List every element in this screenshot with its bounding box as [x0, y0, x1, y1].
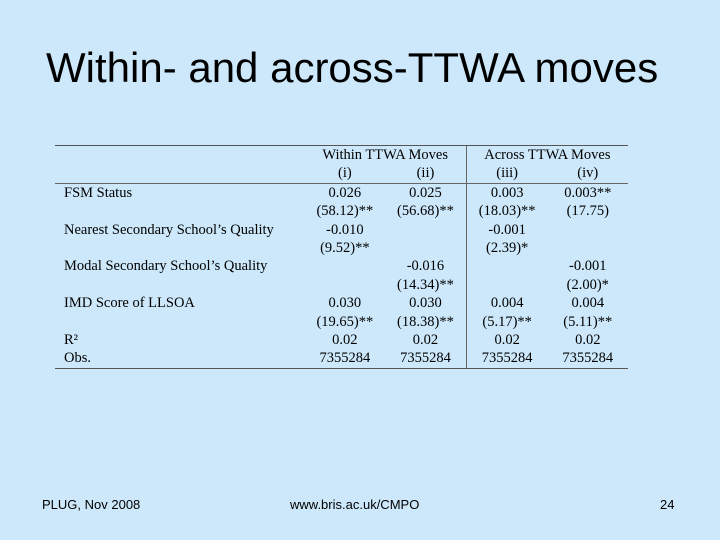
- table-cell: (18.38)**: [397, 313, 454, 330]
- table-cell: 0.02: [412, 332, 439, 349]
- regression-table-grid: Within TTWA Moves Across TTWA Moves (i) …: [55, 146, 628, 368]
- row-label: R²: [64, 332, 79, 349]
- table-cell: 0.004: [571, 295, 605, 312]
- table-row: Modal Secondary School’s Quality -0.016 -0…: [55, 257, 628, 276]
- table-column-row: (i) (ii) (iii) (iv): [55, 164, 628, 184]
- row-label: Modal Secondary School’s Quality: [64, 258, 268, 275]
- table-row: (14.34)** (2.00)*: [55, 275, 628, 295]
- table-cell: (2.00)*: [566, 276, 609, 293]
- table-cell: 7355284: [465, 349, 548, 368]
- table-cell: 0.02: [575, 332, 601, 349]
- table-corner-cell: [55, 146, 305, 164]
- row-label: [55, 313, 305, 331]
- table-cell: (5.17)**: [465, 312, 548, 332]
- table-cell: 0.003: [465, 183, 548, 203]
- footer-url: www.bris.ac.uk/CMPO: [290, 497, 420, 512]
- table-cell: 7355284: [400, 350, 451, 367]
- column-header: (i): [304, 164, 386, 184]
- table-header-row: Within TTWA Moves Across TTWA Moves: [55, 146, 628, 165]
- table-cell: -0.010: [326, 221, 364, 238]
- table-cell: [305, 257, 386, 275]
- table-cell: [465, 275, 548, 295]
- table-cell: [385, 239, 466, 257]
- table-cell: [548, 239, 628, 257]
- row-label: [55, 276, 305, 294]
- row-label: Obs.: [64, 350, 91, 367]
- table-cell: (18.03)**: [465, 202, 548, 221]
- table-cell: -0.001: [569, 258, 607, 275]
- table-cell: (14.34)**: [397, 276, 454, 293]
- table-cell: (9.52)**: [320, 240, 370, 257]
- slide-number: 24: [660, 497, 675, 512]
- table-cell: 0.004: [465, 294, 548, 313]
- row-label: Nearest Secondary School’s Quality: [64, 221, 274, 238]
- table-cell: (2.39)*: [465, 239, 548, 258]
- table-body: FSM Status 0.026 0.025 0.003 0.003** (58.12)*…: [55, 183, 628, 368]
- table-cell: (5.11)**: [563, 313, 613, 330]
- footer-event: PLUG, Nov 2008: [42, 497, 141, 512]
- table-cell: -0.001: [465, 220, 548, 240]
- row-label: FSM Status: [64, 184, 133, 201]
- regression-table: Within TTWA Moves Across TTWA Moves (i) …: [55, 145, 628, 369]
- table-row: IMD Score of LLSOA 0.030 0.030 0.004 0.004: [55, 294, 628, 313]
- table-cell: 7355284: [562, 350, 614, 367]
- table-row: (9.52)** (2.39)*: [55, 239, 628, 258]
- table-cell: (17.75): [566, 203, 609, 220]
- row-label: [55, 239, 305, 257]
- table-cell: 0.025: [409, 184, 442, 201]
- table-cell: [548, 221, 628, 239]
- table-cell: 0.026: [328, 184, 362, 201]
- table-cell: (58.12)**: [316, 203, 374, 220]
- table-cell: [465, 257, 548, 276]
- table-cell: 0.02: [465, 331, 548, 350]
- table-cell: 7355284: [319, 350, 371, 367]
- table-cell: (19.65)**: [316, 313, 374, 330]
- table-cell: 0.02: [332, 332, 358, 349]
- table-cell: [305, 276, 386, 294]
- group-header-across: Across TTWA Moves: [465, 146, 628, 165]
- table-cell: 0.030: [328, 295, 362, 312]
- table-cell: [385, 221, 466, 239]
- table-corner-cell: [55, 164, 305, 184]
- row-label: [55, 202, 305, 220]
- group-header-within: Within TTWA Moves: [322, 147, 448, 163]
- table-row: FSM Status 0.026 0.025 0.003 0.003**: [55, 183, 628, 203]
- table-row: (19.65)** (18.38)** (5.17)** (5.11)**: [55, 312, 628, 332]
- table-row: Nearest Secondary School’s Quality -0.010…: [55, 220, 628, 240]
- table-cell: (56.68)**: [397, 203, 454, 220]
- table-row: R² 0.02 0.02 0.02 0.02: [55, 331, 628, 350]
- column-header: (iv): [547, 164, 628, 184]
- table-cell: -0.016: [406, 258, 445, 275]
- table-cell: 0.003**: [564, 184, 612, 201]
- row-label: IMD Score of LLSOA: [64, 295, 195, 312]
- table-row: (58.12)** (56.68)** (18.03)** (17.75): [55, 202, 628, 221]
- table-cell: 0.030: [409, 295, 442, 312]
- slide-title: Within- and across-TTWA moves: [46, 44, 659, 91]
- column-header: (iii): [465, 164, 548, 184]
- table-row: Obs. 7355284 7355284 7355284 7355284: [55, 349, 628, 368]
- column-header: (ii): [385, 164, 467, 184]
